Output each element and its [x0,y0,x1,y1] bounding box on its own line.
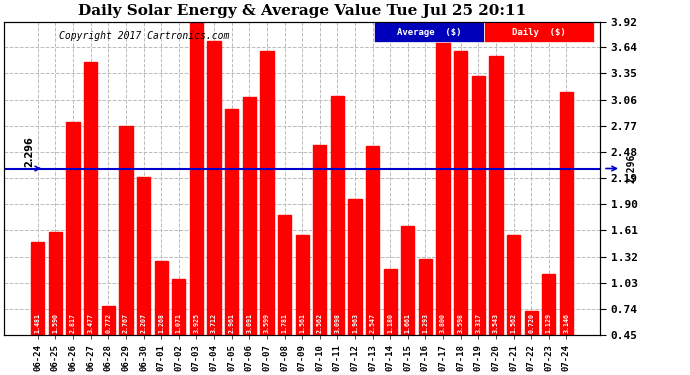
Text: 1.562: 1.562 [511,313,517,333]
Bar [243,97,256,335]
Text: 3.317: 3.317 [475,313,482,333]
Text: 3.098: 3.098 [335,313,340,333]
Bar [295,235,308,335]
Bar [331,96,344,335]
Bar [49,232,62,335]
Text: 2.817: 2.817 [70,313,76,333]
Text: 1.180: 1.180 [387,313,393,333]
Bar [560,92,573,335]
Text: 1.129: 1.129 [546,313,552,333]
Text: 2.767: 2.767 [123,313,129,333]
Bar [419,259,432,335]
Text: 3.477: 3.477 [88,313,94,333]
Bar [489,56,502,335]
Text: 3.543: 3.543 [493,313,499,333]
Bar [278,215,291,335]
Bar [119,126,132,335]
Bar [542,274,555,335]
Text: 2.207: 2.207 [141,313,146,333]
Text: 1.781: 1.781 [282,313,288,333]
Bar [190,22,203,335]
Bar [524,310,538,335]
Bar [225,109,238,335]
Bar [66,122,80,335]
Text: 3.598: 3.598 [457,313,464,333]
Bar [507,235,520,335]
Text: 0.772: 0.772 [106,313,111,333]
Bar [101,306,115,335]
Bar [454,51,467,335]
Text: 1.963: 1.963 [352,313,358,333]
Text: 1.268: 1.268 [158,313,164,333]
Text: 3.146: 3.146 [564,313,569,333]
Text: 2.547: 2.547 [370,313,375,333]
Text: 0.720: 0.720 [528,313,534,333]
Bar [137,177,150,335]
Bar [366,146,380,335]
Text: 2.296: 2.296 [627,154,637,183]
Text: 1.293: 1.293 [422,313,428,333]
Text: Copyright 2017 Cartronics.com: Copyright 2017 Cartronics.com [59,32,229,41]
Text: 3.091: 3.091 [246,313,253,333]
Text: 2.562: 2.562 [317,313,323,333]
Bar [313,144,326,335]
Text: 3.712: 3.712 [211,313,217,333]
Text: 1.661: 1.661 [405,313,411,333]
Text: 2.296: 2.296 [24,136,34,167]
Bar [437,33,450,335]
Bar [31,242,44,335]
Text: 1.481: 1.481 [35,313,41,333]
Title: Daily Solar Energy & Average Value Tue Jul 25 20:11: Daily Solar Energy & Average Value Tue J… [78,4,526,18]
Text: 3.925: 3.925 [193,313,199,333]
Text: 1.071: 1.071 [176,313,181,333]
Text: 3.800: 3.800 [440,313,446,333]
Bar [208,41,221,335]
Bar [260,51,273,335]
Bar [172,279,186,335]
Bar [348,198,362,335]
Bar [472,76,485,335]
Text: 1.590: 1.590 [52,313,59,333]
Bar [384,269,397,335]
Text: 2.961: 2.961 [228,313,235,333]
Bar [402,226,415,335]
Bar [84,62,97,335]
Text: 1.561: 1.561 [299,313,305,333]
Text: 3.599: 3.599 [264,313,270,333]
Bar [155,261,168,335]
